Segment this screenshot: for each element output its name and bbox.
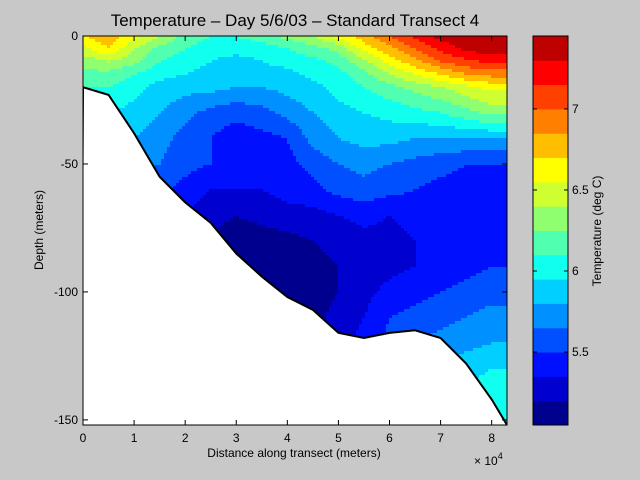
colorbar-swatch — [533, 231, 568, 256]
x-tick-label: 1 — [131, 431, 138, 445]
colorbar-tick-label: 5.5 — [572, 345, 589, 359]
x-axis-label: Distance along transect (meters) — [207, 446, 380, 460]
colorbar-swatch — [533, 85, 568, 110]
y-tick-label: 0 — [71, 29, 78, 43]
x-axis-multiplier: × 104 — [474, 451, 503, 468]
x-tick-label: 6 — [386, 431, 393, 445]
y-axis-label: Depth (meters) — [32, 190, 46, 270]
colorbar-swatch — [533, 303, 568, 328]
colorbar-swatch — [533, 182, 568, 207]
colorbar-tick-label: 6.5 — [572, 183, 589, 197]
y-tick-label: -50 — [61, 157, 79, 171]
x-tick-label: 5 — [335, 431, 342, 445]
colorbar-swatch — [533, 109, 568, 134]
colorbar-tick-label: 6 — [572, 264, 579, 278]
colorbar-swatch — [533, 60, 568, 85]
colorbar-swatch — [533, 328, 568, 353]
colorbar-tick-label: 7 — [572, 102, 579, 116]
colorbar-swatch — [533, 279, 568, 304]
colorbar-swatch — [533, 255, 568, 280]
colorbar-swatch — [533, 133, 568, 158]
y-tick-label: -100 — [54, 285, 78, 299]
x-tick-label: 7 — [437, 431, 444, 445]
x-tick-label: 0 — [80, 431, 87, 445]
x-tick-label: 2 — [182, 431, 189, 445]
colorbar-label: Temperature (deg C) — [590, 176, 604, 287]
chart-title: Temperature – Day 5/6/03 – Standard Tran… — [111, 11, 480, 30]
x-tick-label: 4 — [284, 431, 291, 445]
y-tick-label: -150 — [54, 413, 78, 427]
colorbar-swatch — [533, 36, 568, 61]
colorbar-swatch — [533, 206, 568, 231]
x-tick-label: 3 — [233, 431, 240, 445]
colorbar-swatch — [533, 376, 568, 401]
colorbar-swatch — [533, 158, 568, 183]
x-tick-label: 8 — [488, 431, 495, 445]
colorbar-swatch — [533, 352, 568, 377]
colorbar-swatch — [533, 401, 568, 426]
colorbar — [533, 36, 568, 426]
